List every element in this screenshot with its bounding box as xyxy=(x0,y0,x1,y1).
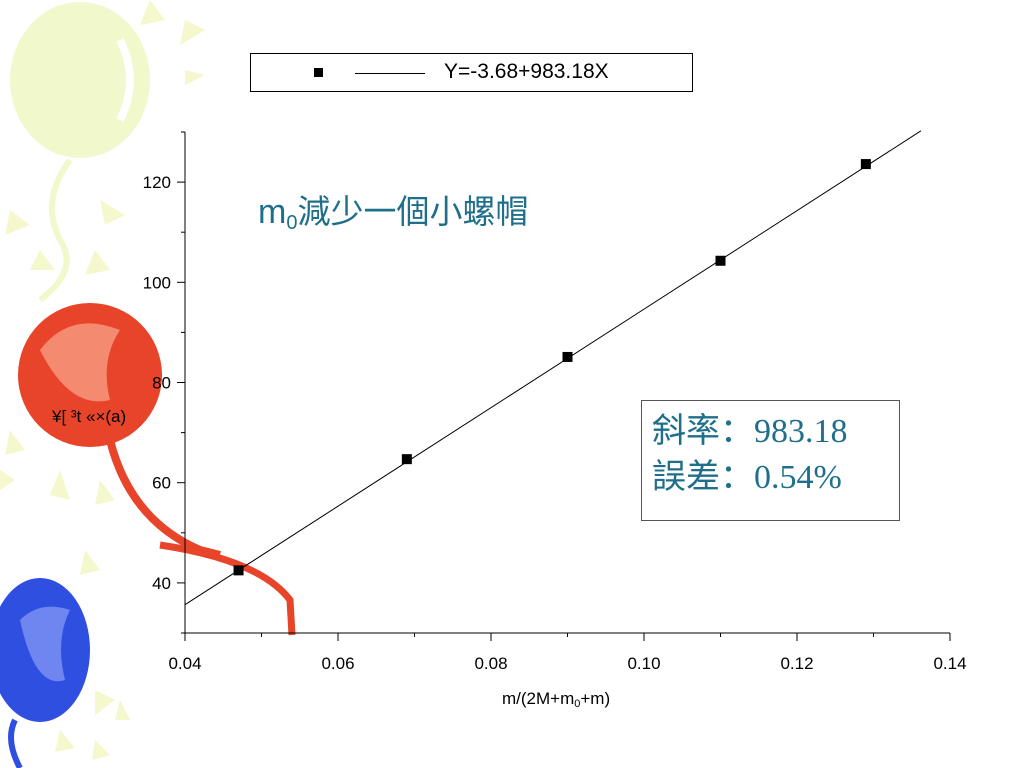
slope-label: 斜率： xyxy=(652,413,754,450)
title-m: m xyxy=(258,193,287,231)
legend-entry: Y=-3.68+983.18X xyxy=(444,60,609,83)
data-point xyxy=(860,159,871,170)
x-axis-label: m/(2M+m0+m) xyxy=(502,689,610,710)
blue-balloon xyxy=(0,550,130,768)
error-line: 誤差：0.54% xyxy=(652,455,899,501)
y-tick-label: 60 xyxy=(152,474,171,493)
fit-info-box: 斜率：983.18 誤差：0.54% xyxy=(641,400,900,521)
x-tick-label: 0.04 xyxy=(168,654,201,673)
data-point xyxy=(233,565,244,576)
data-point xyxy=(715,255,726,266)
fit-line-segment xyxy=(184,130,922,606)
error-value: 0.54% xyxy=(754,459,842,496)
legend-line-icon xyxy=(355,73,425,74)
slope-value: 983.18 xyxy=(754,413,848,450)
x-tick-label: 0.14 xyxy=(933,654,966,673)
y-tick-label: 120 xyxy=(143,173,171,192)
slope-line: 斜率：983.18 xyxy=(652,409,899,455)
x-tick-label: 0.06 xyxy=(321,654,354,673)
red-balloon xyxy=(0,303,296,636)
x-tick-label: 0.10 xyxy=(627,654,660,673)
y-tick-label: 100 xyxy=(143,273,171,292)
title-subscript: 0 xyxy=(286,212,298,234)
x-axis-label-post: +m) xyxy=(580,689,611,708)
y-tick-label: 80 xyxy=(152,374,171,393)
chart-title: m0減少一個小螺帽 xyxy=(258,185,528,235)
x-tick-label: 0.12 xyxy=(780,654,813,673)
y-tick-label: 40 xyxy=(152,574,171,593)
error-label: 誤差： xyxy=(652,459,754,496)
legend-square-marker-icon xyxy=(314,68,323,77)
data-points xyxy=(233,159,871,576)
title-rest: 減少一個小螺帽 xyxy=(297,192,529,231)
fit-line xyxy=(184,130,922,606)
x-axis-label-pre: m/(2M+m xyxy=(502,689,575,708)
x-tick-label: 0.08 xyxy=(474,654,507,673)
y-axis-label: ¥[ ³t «×(a) xyxy=(52,407,127,426)
x-axis-label-sub: 0 xyxy=(574,698,581,710)
data-point xyxy=(562,351,573,362)
axes: 0.04 0.06 0.08 0.10 0.12 0.14 40 60 80 100 120 xyxy=(143,131,967,673)
yellow-balloon xyxy=(5,0,205,303)
data-point xyxy=(401,454,412,465)
chart-legend: Y=-3.68+983.18X xyxy=(250,53,693,92)
